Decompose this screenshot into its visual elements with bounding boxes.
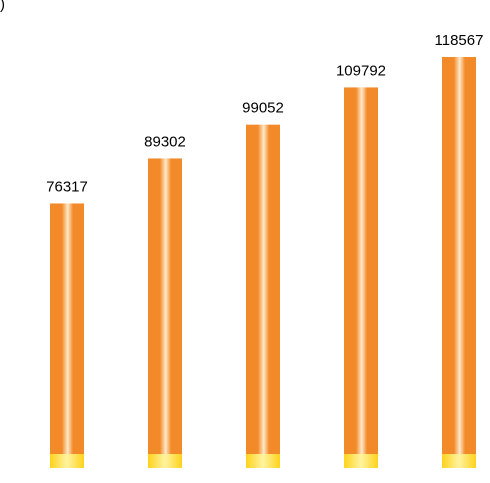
corner-text: ) [0, 0, 5, 13]
bar-1 [50, 203, 84, 468]
data-label-1: 76317 [46, 178, 88, 195]
bar-base-4 [344, 454, 378, 468]
data-label-5: 118567 [435, 32, 484, 49]
bars-group: 76317 89302 99052 109792 118567 [46, 32, 484, 469]
data-label-3: 99052 [242, 100, 284, 117]
bar-3 [246, 124, 280, 468]
bar-5 [442, 57, 476, 468]
bar-base-3 [246, 454, 280, 468]
bar-2 [148, 158, 182, 468]
data-label-2: 89302 [144, 133, 186, 150]
bar-base-1 [50, 454, 84, 468]
bar-base-2 [148, 454, 182, 468]
bar-base-5 [442, 454, 476, 468]
bar-4 [344, 87, 378, 469]
data-label-4: 109792 [336, 62, 386, 79]
